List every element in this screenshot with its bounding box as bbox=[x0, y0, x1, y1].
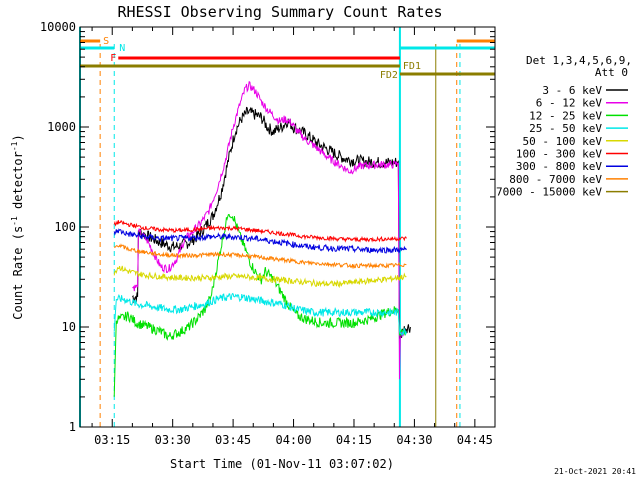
plot-frame bbox=[79, 26, 496, 428]
legend-label: 50 - 100 keV bbox=[523, 135, 603, 148]
series-line bbox=[113, 220, 407, 243]
legend-title: Det 1,3,4,5,6,9, bbox=[526, 54, 632, 67]
chart-title: RHESSI Observing Summary Count Rates bbox=[117, 3, 442, 21]
timestamp: 21-Oct-2021 20:41 bbox=[554, 467, 636, 476]
legend-subtitle: Att 0 bbox=[595, 66, 628, 79]
series-line bbox=[113, 243, 407, 270]
legend-label: 25 - 50 keV bbox=[529, 122, 602, 135]
y-axis-label: Count Rate (s-1 detector-1) bbox=[10, 134, 25, 319]
y-tick-label: 10000 bbox=[40, 20, 76, 34]
x-tick-label: 03:45 bbox=[215, 433, 251, 447]
flag-label-s: S bbox=[103, 36, 109, 47]
legend-label: 7000 - 15000 keV bbox=[496, 186, 602, 199]
y-tick-label: 1000 bbox=[47, 120, 76, 134]
x-axis: 03:15 03:30 03:45 04:00 04:15 04:30 04:45 bbox=[91, 27, 496, 447]
legend-label: 3 - 6 keV bbox=[542, 84, 602, 97]
x-tick-label: 04:30 bbox=[396, 433, 432, 447]
x-tick-label: 04:00 bbox=[275, 433, 311, 447]
y-axis: 1 10 100 1000 10000 bbox=[40, 20, 495, 434]
flag-label-f: F bbox=[110, 53, 116, 64]
legend-label: 300 - 800 keV bbox=[516, 160, 602, 173]
plot-area: SNF FD1 FD2 bbox=[79, 27, 495, 427]
flag-bars: SNF FD1 FD2 bbox=[80, 36, 495, 81]
orbit-markers bbox=[79, 27, 461, 427]
legend-label: 12 - 25 keV bbox=[529, 109, 602, 122]
series-lines bbox=[113, 80, 411, 397]
y-tick-label: 10 bbox=[62, 320, 76, 334]
series-line bbox=[113, 292, 407, 337]
flag-label-fd1: FD1 bbox=[403, 61, 421, 72]
x-axis-label: Start Time (01-Nov-11 03:07:02) bbox=[170, 457, 394, 471]
legend-label: 6 - 12 keV bbox=[536, 97, 603, 110]
x-tick-label: 03:30 bbox=[155, 433, 191, 447]
x-tick-label: 04:15 bbox=[336, 433, 372, 447]
y-tick-label: 100 bbox=[54, 220, 76, 234]
series-line bbox=[113, 265, 407, 289]
x-tick-label: 03:15 bbox=[94, 433, 130, 447]
legend-label: 100 - 300 keV bbox=[516, 148, 602, 161]
flag-label-fd2: FD2 bbox=[380, 70, 398, 81]
series-line bbox=[113, 228, 407, 254]
y-tick-label: 1 bbox=[69, 420, 76, 434]
flag-label-n: N bbox=[119, 43, 125, 54]
x-tick-label: 04:45 bbox=[457, 433, 493, 447]
legend-label: 800 - 7000 keV bbox=[509, 173, 602, 186]
